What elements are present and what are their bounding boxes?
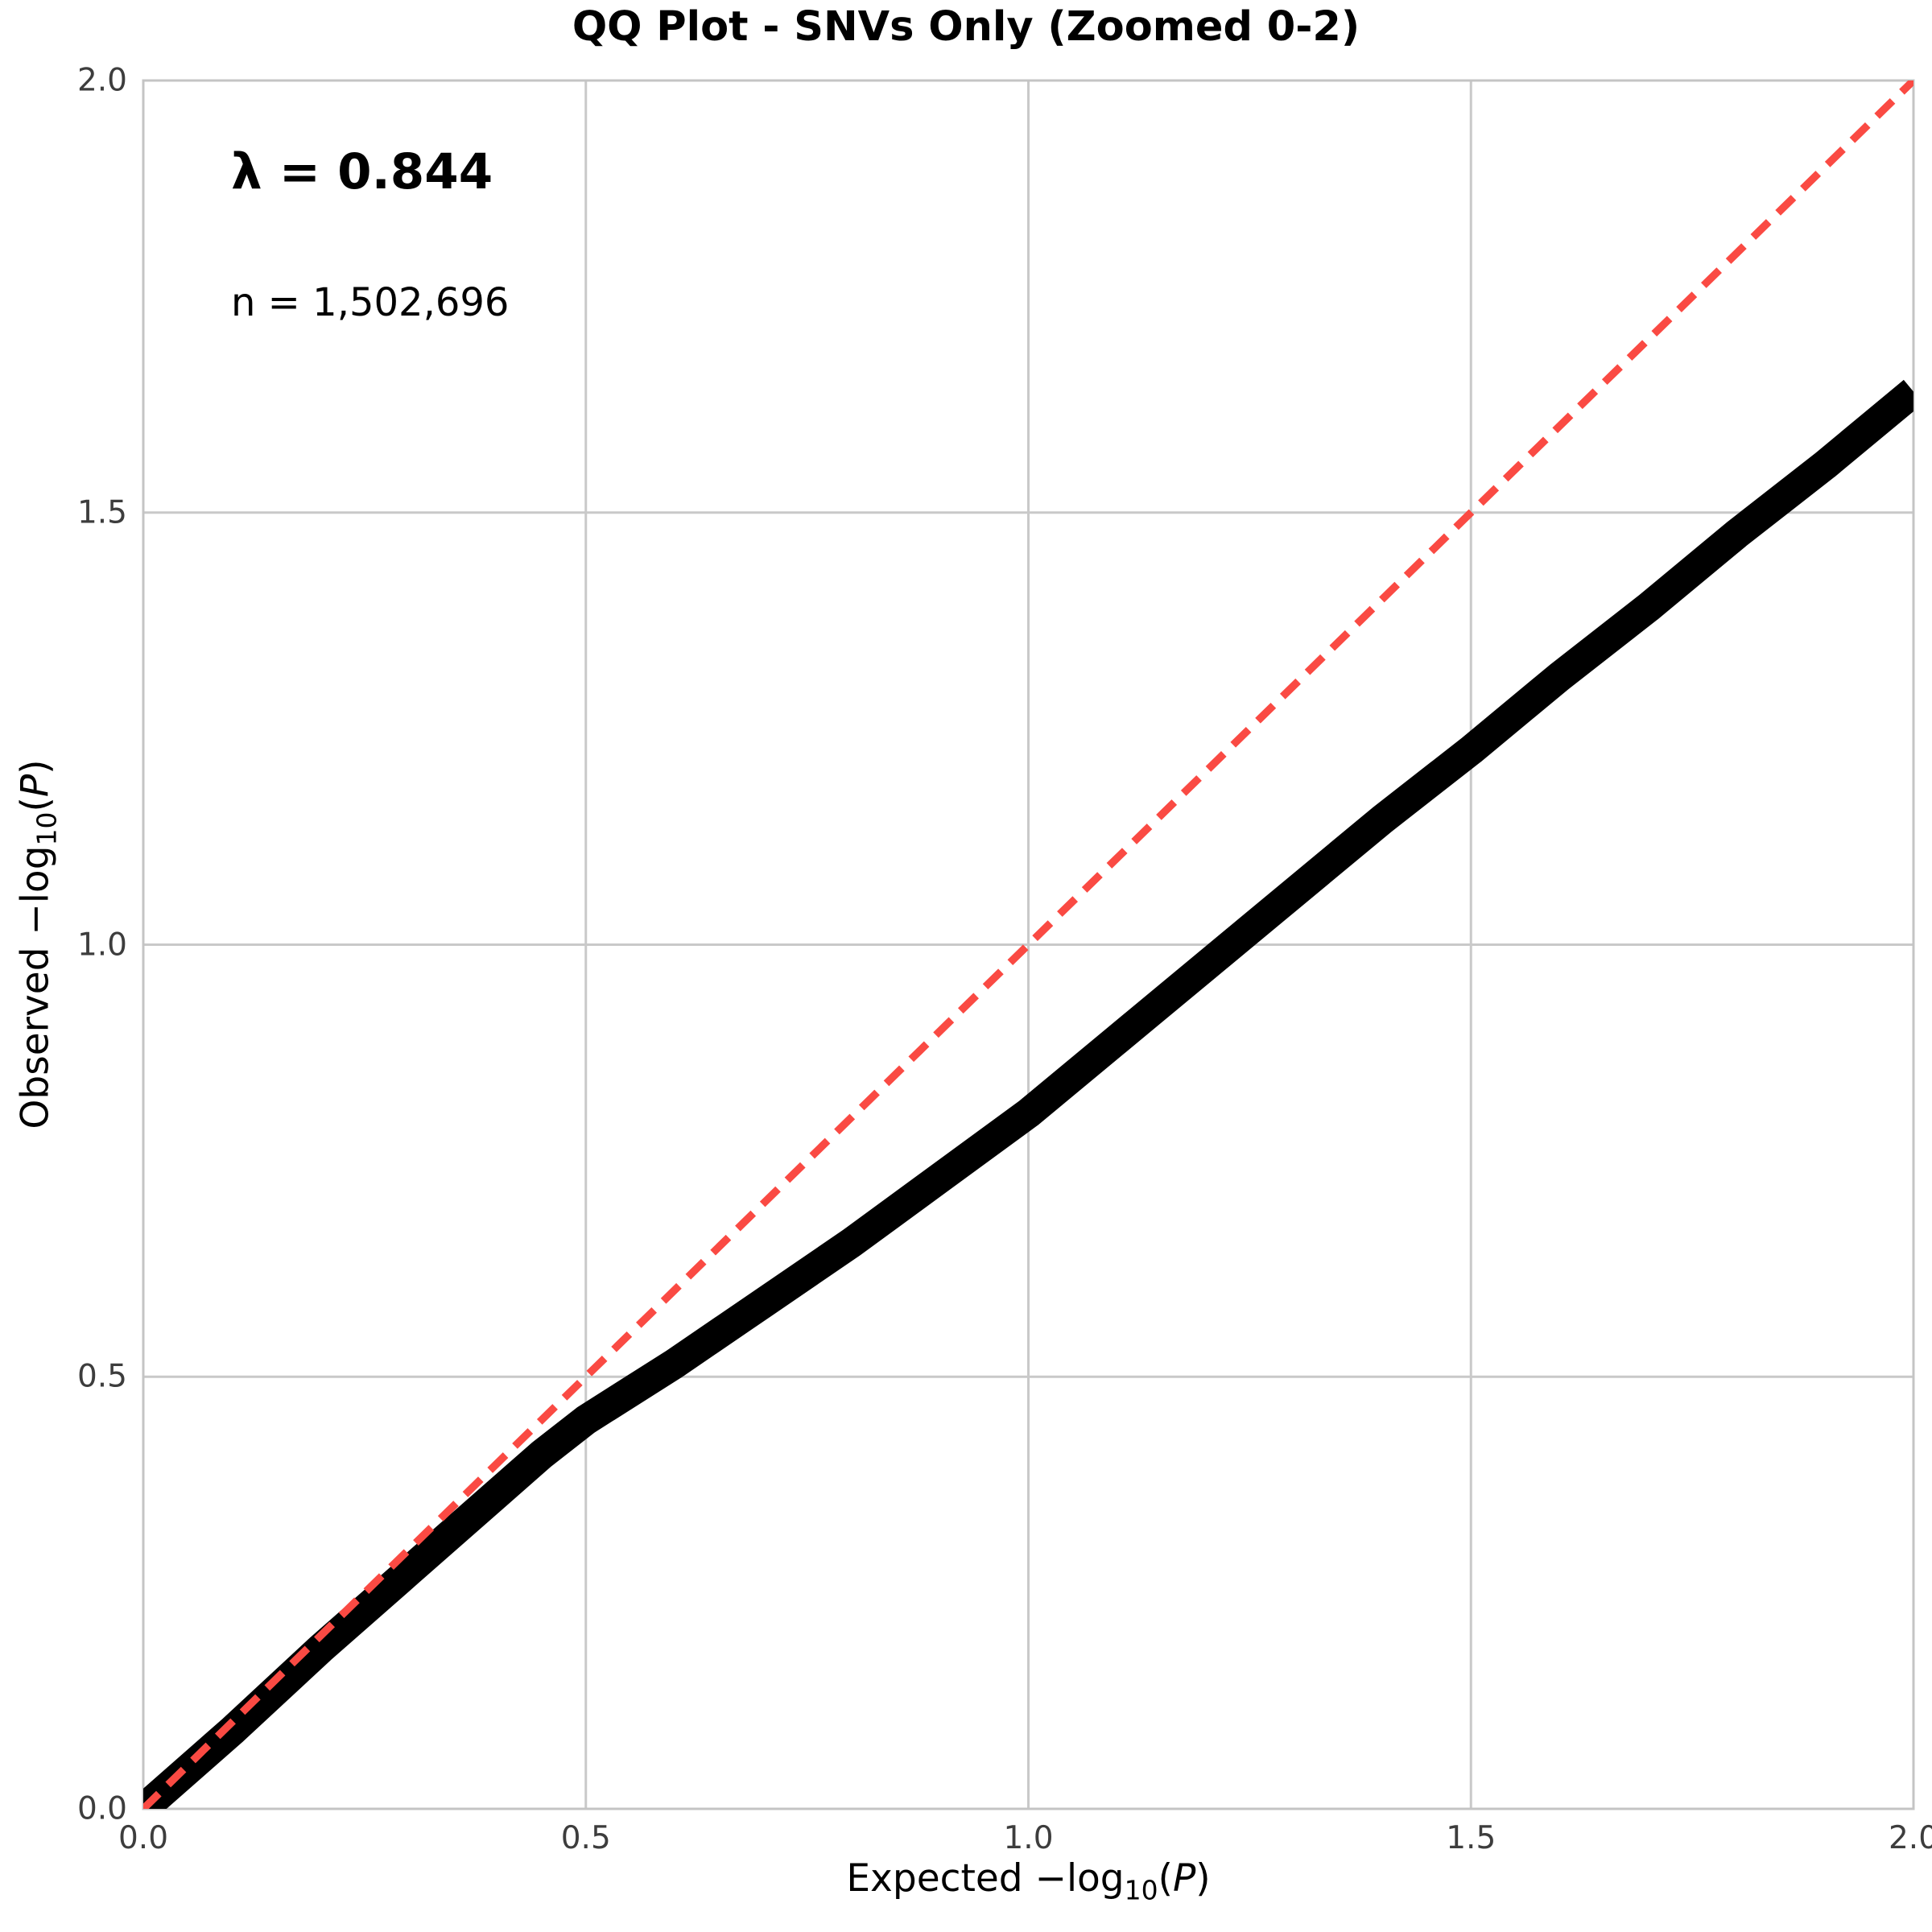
x-tick-label: 2.0 [1888, 1820, 1932, 1856]
y-axis-label-subscript: 10 [31, 811, 63, 846]
y-axis-label-paren: ) [13, 759, 58, 774]
y-tick-label: 0.5 [76, 1358, 127, 1395]
x-axis-label-paren: ) [1195, 1856, 1211, 1901]
identity-line [143, 80, 1913, 1809]
observed-quantiles [143, 379, 1913, 1809]
x-tick-label: 0.5 [560, 1820, 611, 1856]
plot-border [142, 79, 1915, 1810]
y-axis-label-paren: ( [13, 797, 58, 812]
chart-title: QQ Plot - SNVs Only (Zoomed 0-2) [572, 3, 1360, 51]
x-tick-label: 0.0 [118, 1820, 169, 1856]
lambda-annotation: λ = 0.844 [231, 143, 493, 200]
x-axis-label-variable: P [1172, 1856, 1196, 1901]
y-tick-label: 1.5 [76, 494, 127, 531]
y-axis-label-variable: P [13, 774, 58, 798]
x-axis-label-text: Expected −log [846, 1856, 1125, 1901]
y-tick-label: 0.0 [76, 1790, 127, 1827]
x-axis-label-subscript: 10 [1124, 1874, 1158, 1906]
x-axis-label: Expected −log10(P) [143, 1856, 1913, 1905]
y-tick-label: 1.0 [76, 927, 127, 963]
n-count-annotation: n = 1,502,696 [231, 280, 510, 325]
y-axis-label-text: Observed −log [13, 845, 58, 1129]
y-axis-label: Observed −log10(P) [13, 759, 62, 1129]
gridlines [142, 79, 1915, 1810]
x-axis-label-paren: ( [1158, 1856, 1173, 1901]
y-tick-label: 2.0 [76, 62, 127, 99]
x-tick-label: 1.0 [1003, 1820, 1054, 1856]
x-tick-label: 1.5 [1446, 1820, 1496, 1856]
series-group [143, 80, 1913, 1809]
